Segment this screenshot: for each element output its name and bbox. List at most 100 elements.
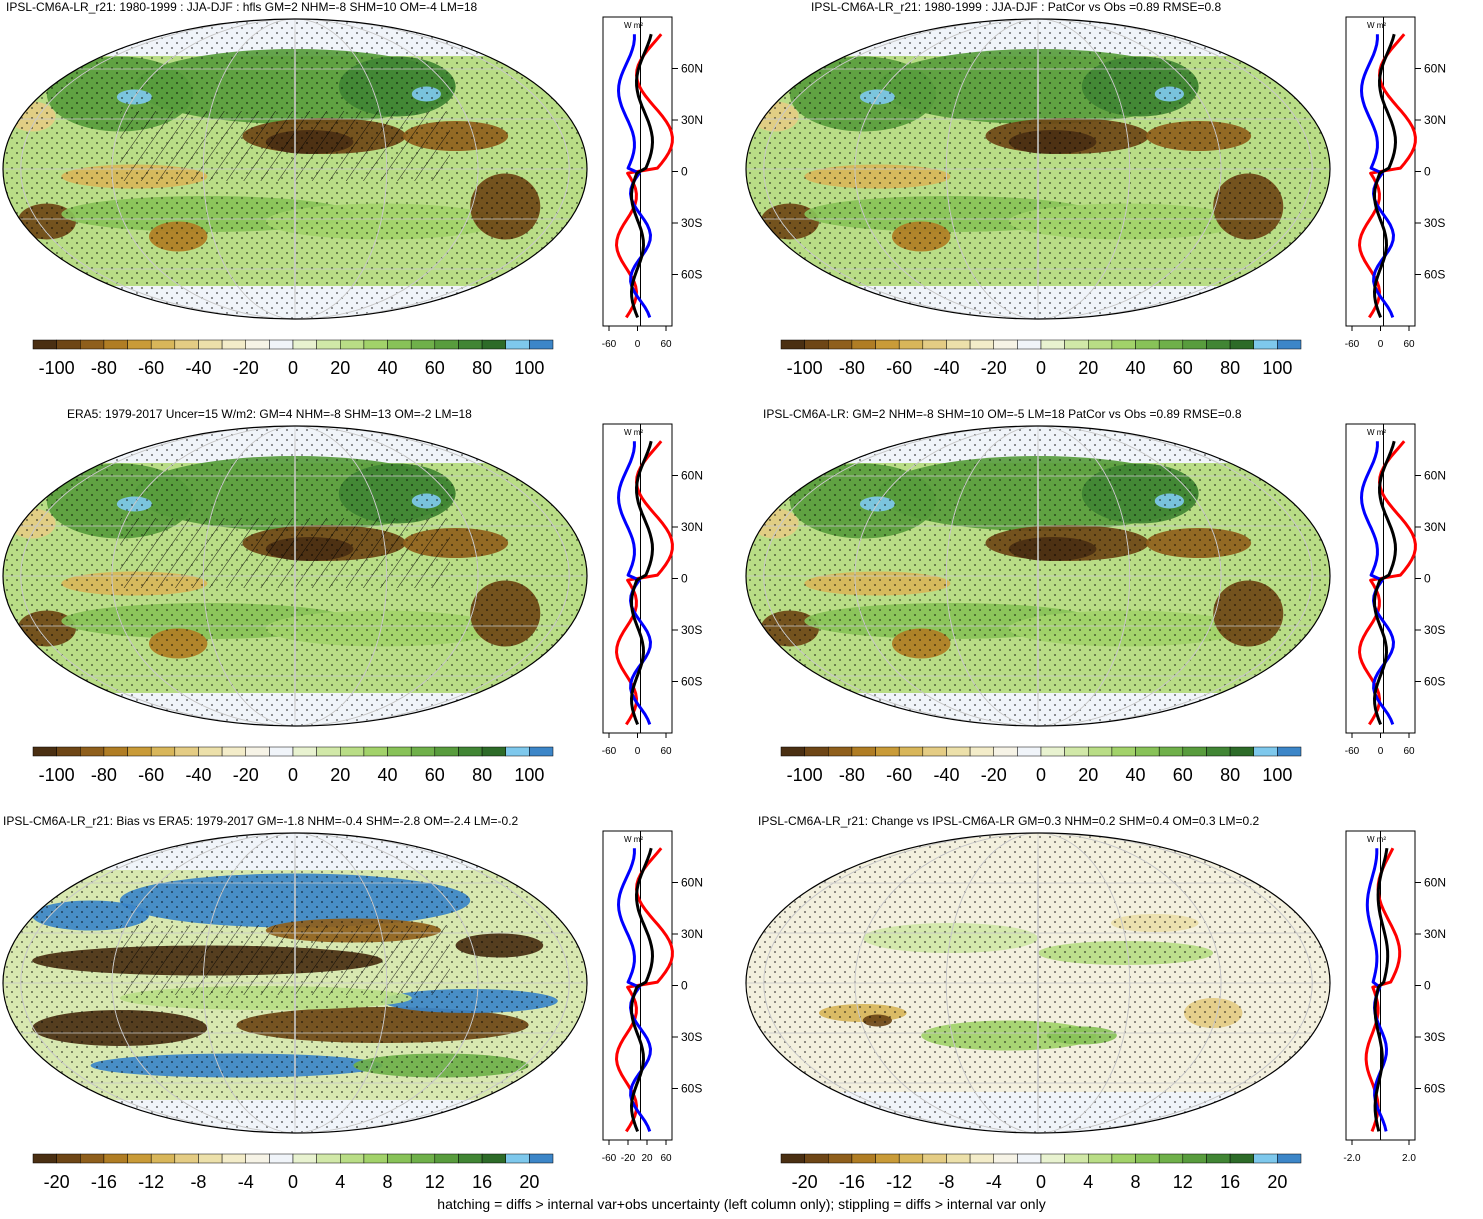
colorbar-swatch [316,1153,341,1164]
lat-tick-label: 60S [681,1082,702,1096]
colorbar-tick-label: -40 [933,765,959,785]
colorbar-swatch [922,746,947,757]
colorbar-swatch [922,339,947,350]
profile-units: W m² [624,835,643,844]
colorbar-tick-label: -20 [981,765,1007,785]
colorbar-tick-label: 20 [1267,1172,1287,1192]
hatching [120,111,450,181]
panel-2: IPSL-CM6A-LR_r21: 1980-1999 : JJA-DJF : … [743,0,1483,405]
colorbar-swatch [174,746,199,757]
colorbar-swatch [150,339,176,350]
colorbar-swatch [269,339,294,350]
colorbar-swatch [1088,1153,1113,1164]
zonal-mean-profile: W m² 60N 30N 0 30S 60S -60 0 60 [602,16,703,350]
colorbar-swatch [32,339,57,350]
lat-tick-label: 0 [681,165,688,179]
colorbar-swatch [316,339,341,350]
colorbar-swatch [458,339,483,350]
colorbar-swatch [340,1153,365,1164]
colorbar-swatch [56,746,81,757]
graticule-lon [945,833,1131,1133]
colorbar-swatch [1135,1153,1160,1164]
colorbar-swatch [946,1153,971,1164]
colorbar-swatch [103,339,128,350]
map-field [746,833,1330,1133]
lat-tick-label: 30N [1424,520,1446,534]
colorbar-tick-label: 80 [1220,765,1240,785]
profile-line [617,441,652,725]
graticule-lon [854,19,1222,319]
colorbar-tick-label: 20 [330,765,350,785]
colorbar-swatch [1253,746,1278,757]
panel-title: IPSL-CM6A-LR_r21: Change vs IPSL-CM6A-LR… [758,814,1260,828]
lat-tick-label: 60N [1424,876,1446,890]
lat-tick-label: 60N [681,62,703,76]
colorbar-tick-label: 60 [425,358,445,378]
profile-units: W m² [1367,428,1386,437]
colorbar-swatch [434,339,459,350]
colorbar-swatch [1182,1153,1207,1164]
colorbar-tick-label: -20 [233,765,259,785]
graticule-lon [763,833,1313,1133]
colorbar-swatch [363,339,388,350]
colorbar-swatch [969,746,994,757]
colorbar-tick-label: -80 [91,358,117,378]
colorbar-swatch [946,746,971,757]
lat-tick-label: 30N [1424,927,1446,941]
colorbar-swatch [780,746,805,757]
colorbar-tick-label: 16 [1220,1172,1240,1192]
lat-tick-label: 60S [1424,675,1445,689]
world-map [2,832,588,1134]
x-tick-label: 20 [641,1153,653,1164]
map-field [3,426,587,726]
colorbar-swatch [245,1153,270,1164]
lat-tick-label: 30S [1424,216,1445,230]
colorbar-swatch [1158,339,1184,350]
colorbar-tick-label: -4 [238,1172,254,1192]
colorbar-swatch [828,1153,853,1164]
colorbar-tick-label: -80 [839,765,865,785]
map-field [746,426,1330,726]
lat-tick-label: 30N [681,520,703,534]
graticule-lon [111,426,479,726]
colorbar-swatch [387,1153,412,1164]
colorbar-swatch [269,746,294,757]
colorbar-swatch [1182,746,1207,757]
colorbar-swatch [198,339,223,350]
colorbar-tick-label: -60 [886,358,912,378]
lat-tick-label: 60N [681,469,703,483]
graticule-lon [202,833,388,1133]
colorbar-swatch [1111,339,1136,350]
colorbar-tick-label: -100 [787,358,823,378]
lat-tick-label: 60N [681,876,703,890]
colorbar-swatch [1064,746,1089,757]
colorbar-tick-label: -20 [792,1172,818,1192]
panel-title: ERA5: 1979-2017 Uncer=15 W/m2: GM=4 NHM=… [67,407,472,421]
colorbar-swatch [198,1153,223,1164]
colorbar-swatch [875,339,900,350]
colorbar-swatch [150,746,176,757]
panel-4: IPSL-CM6A-LR: GM=2 NHM=-8 SHM=10 OM=-5 L… [743,407,1483,812]
colorbar-swatch [1277,1153,1302,1164]
colorbar-swatch [780,339,805,350]
colorbar-swatch [363,746,388,757]
profile-line [617,848,652,1132]
colorbar-swatch [363,1153,388,1164]
colorbar-tick-label: 16 [472,1172,492,1192]
x-tick-label: -20 [621,1153,636,1164]
colorbar-tick-label: -60 [138,765,164,785]
colorbar-swatch [292,746,317,757]
profile-line [630,847,654,1132]
x-tick-label: 60 [1403,339,1415,350]
colorbar-tick-label: -20 [44,1172,70,1192]
hatching [120,925,450,995]
colorbar-swatch [505,1153,530,1164]
colorbar-tick-label: -16 [91,1172,117,1192]
graticule-lon [294,19,296,319]
colorbar-swatch [851,1153,876,1164]
colorbar-swatch [387,746,412,757]
colorbar-tick-label: 8 [1131,1172,1141,1192]
colorbar-tick-label: 100 [514,358,544,378]
lat-tick-label: 0 [1424,165,1431,179]
colorbar-swatch [292,1153,317,1164]
